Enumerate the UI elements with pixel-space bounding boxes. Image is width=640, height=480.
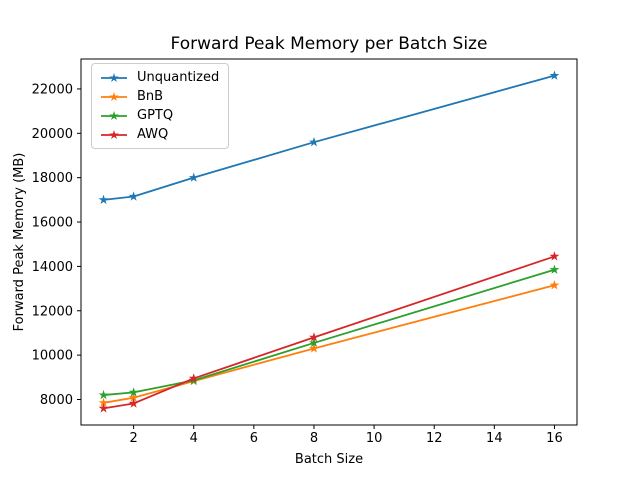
- data-point-marker-bnb: [128, 392, 139, 402]
- y-tick-label: 8000: [40, 393, 73, 408]
- y-tick-label: 20000: [32, 127, 73, 142]
- data-point-marker-bnb: [309, 343, 319, 353]
- y-tick-label: 10000: [32, 349, 73, 364]
- y-axis-label: Forward Peak Memory (MB): [12, 153, 27, 332]
- data-point-marker-gptq: [128, 387, 139, 397]
- data-point-marker-awq: [98, 403, 109, 413]
- data-point-marker-gptq: [98, 389, 109, 400]
- data-point-marker-unquantized: [98, 194, 109, 205]
- data-point-marker-bnb: [549, 280, 560, 290]
- y-tick-label: 18000: [32, 171, 73, 186]
- y-tick-label: 16000: [32, 216, 73, 231]
- x-tick-label: 16: [546, 431, 563, 446]
- chart-title: Forward Peak Memory per Batch Size: [171, 34, 488, 54]
- x-tick-label: 4: [190, 431, 198, 446]
- legend-item-bnb: BnB: [100, 87, 220, 106]
- legend-line-sample-icon: [101, 110, 127, 120]
- data-point-marker-gptq: [309, 337, 319, 348]
- legend-item-unquantized: Unquantized: [100, 68, 220, 87]
- y-tick-label: 14000: [32, 260, 73, 275]
- axes-frame: [80, 58, 578, 426]
- data-point-marker-gptq: [549, 264, 560, 274]
- legend-sample-star-icon: [109, 91, 119, 101]
- legend-line-sample-icon: [101, 91, 127, 101]
- legend-item-awq: AWQ: [100, 125, 220, 144]
- y-tick-label: 12000: [32, 304, 73, 319]
- data-point-marker-unquantized: [128, 191, 139, 201]
- data-point-marker-unquantized: [188, 172, 199, 182]
- x-axis-label: Batch Size: [295, 452, 363, 467]
- data-point-marker-unquantized: [549, 70, 560, 80]
- x-tick-label: 10: [366, 431, 383, 446]
- x-tick-label: 8: [310, 431, 318, 446]
- x-tick-label: 14: [486, 431, 503, 446]
- x-tick-label: 6: [250, 431, 258, 446]
- data-point-marker-awq: [309, 332, 319, 342]
- legend-label: BnB: [137, 89, 164, 104]
- data-point-marker-unquantized: [309, 136, 319, 147]
- y-tick-label: 22000: [32, 82, 73, 97]
- data-point-marker-bnb: [98, 397, 109, 408]
- legend: Unquantized BnB GPTQ AWQ: [91, 63, 229, 149]
- legend-sample-star-icon: [109, 129, 119, 139]
- legend-sample-star-icon: [109, 110, 119, 120]
- legend-label: GPTQ: [137, 108, 174, 123]
- legend-line-sample-icon: [101, 72, 127, 82]
- legend-item-gptq: GPTQ: [100, 106, 220, 125]
- x-tick-label: 2: [129, 431, 137, 446]
- data-point-marker-awq: [549, 251, 560, 261]
- data-point-marker-awq: [128, 398, 139, 408]
- legend-line-sample-icon: [101, 129, 127, 139]
- legend-label: Unquantized: [137, 70, 220, 85]
- legend-sample-star-icon: [109, 72, 119, 82]
- data-point-marker-awq: [188, 373, 199, 383]
- legend-label: AWQ: [137, 127, 169, 142]
- x-tick-label: 12: [426, 431, 443, 446]
